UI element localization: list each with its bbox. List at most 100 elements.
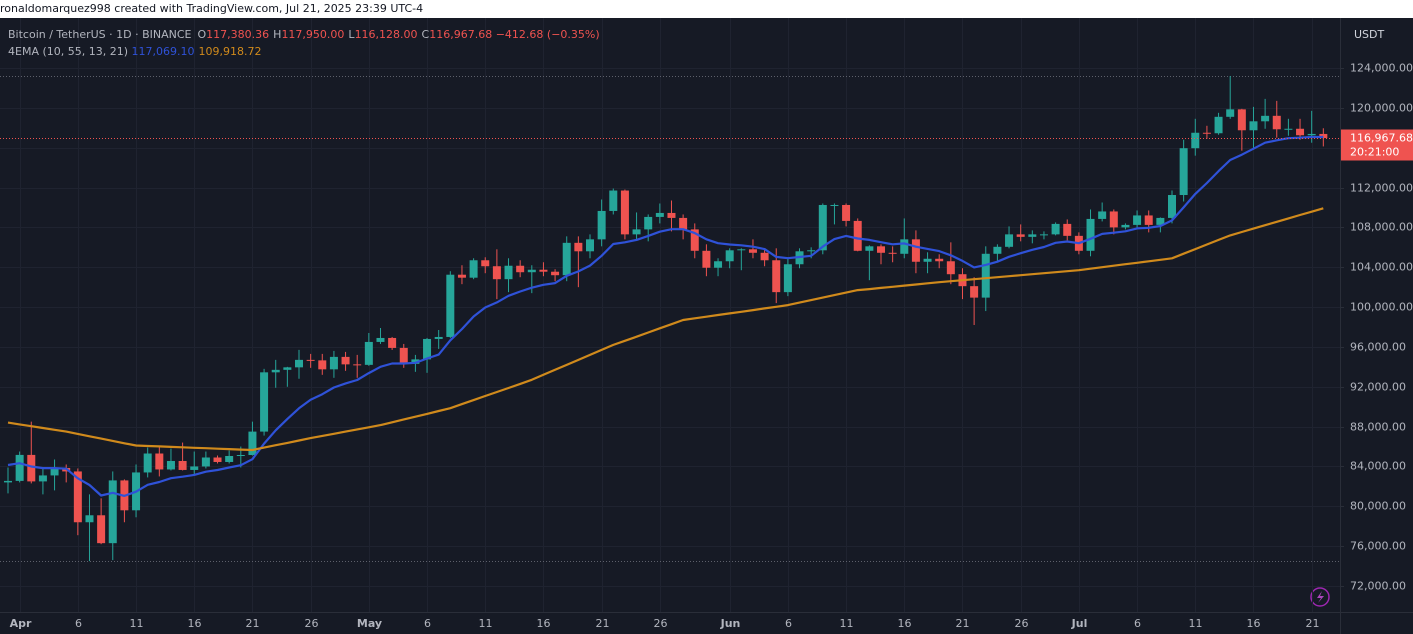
candle-body [516, 265, 525, 273]
candle-body [353, 364, 362, 366]
candle-body [1051, 223, 1060, 235]
candle-body [853, 220, 862, 251]
ohlc-key: L [348, 28, 355, 41]
y-tick-label: 108,000.00 [1350, 221, 1413, 234]
x-tick-label: 21 [246, 617, 260, 630]
candle-body [341, 356, 350, 365]
candle-body [388, 337, 397, 348]
candle-body [551, 271, 560, 276]
candle-body [376, 337, 385, 342]
y-tick-label: 84,000.00 [1350, 460, 1406, 473]
x-tick-label: Jul [1071, 617, 1088, 630]
candle-body [900, 239, 909, 254]
candle-body [492, 266, 501, 280]
candle-body [1098, 211, 1107, 219]
candle-body [574, 242, 583, 252]
candle-body [481, 260, 490, 267]
currency-label[interactable]: USDT [1354, 28, 1385, 41]
candle-body [73, 471, 82, 523]
x-tick-label: 21 [956, 617, 970, 630]
candle-body [667, 212, 676, 218]
candle-body [4, 480, 12, 483]
candle-body [1249, 121, 1258, 131]
last-price-label: 116,967.68 [1350, 132, 1413, 145]
attribution-bar: ronaldomarquez998 created with TradingVi… [0, 0, 1413, 18]
x-tick-label: 11 [130, 617, 144, 630]
change: −412.68 (−0.35%) [495, 28, 600, 41]
candle-body [818, 204, 827, 251]
x-tick-label: 6 [75, 617, 82, 630]
currency-box[interactable] [1345, 24, 1385, 46]
candle-body [1039, 234, 1048, 236]
ohlc-value: 116,128.00 [354, 28, 418, 41]
candle-body [527, 269, 536, 273]
legend: Bitcoin / TetherUS · 1D · BINANCE O117,38… [8, 26, 600, 60]
ohlc: O117,380.36 H117,950.00 L116,128.00 C116,96… [192, 28, 493, 41]
candle-body [1319, 133, 1328, 139]
candle-body [737, 249, 746, 251]
y-tick-label: 120,000.00 [1350, 102, 1413, 115]
candle-body [783, 264, 792, 293]
candle-body [143, 453, 152, 473]
ohlc-key: O [197, 28, 207, 41]
candle-body [1272, 115, 1281, 130]
candle-body [190, 466, 199, 470]
candle-body [1063, 223, 1072, 236]
candle-body [586, 239, 594, 252]
ohlc-key: H [273, 28, 282, 41]
candle-body [923, 258, 932, 262]
icon-circle[interactable] [1310, 587, 1330, 607]
candle-body [1168, 195, 1176, 218]
x-tick-label: 26 [305, 617, 319, 630]
attribution: ronaldomarquez998 created with TradingVi… [0, 2, 424, 15]
x-tick-label: Apr [10, 617, 32, 630]
x-tick-label: 16 [898, 617, 912, 630]
candle-body [620, 190, 629, 235]
x-tick-label: 16 [188, 617, 202, 630]
indicator-values: 117,069.10 109,918.72 [132, 45, 266, 58]
candle-body [283, 367, 292, 370]
y-tick-label: 92,000.00 [1350, 381, 1406, 394]
candle-body [679, 217, 688, 230]
ema-line [7, 135, 1324, 497]
y-tick-label: 80,000.00 [1350, 500, 1406, 513]
candle-body [306, 359, 315, 361]
candle-body [748, 249, 757, 253]
ema-line [7, 207, 1324, 452]
candle-body [423, 338, 432, 360]
grid [0, 18, 1340, 612]
candle-body [760, 252, 769, 261]
candle-body [1307, 133, 1316, 136]
indicator-label[interactable]: 4EMA (10, 55, 13, 21) [8, 45, 129, 58]
candle-body [1144, 215, 1153, 225]
candle-body [993, 246, 1002, 254]
candle-body [1016, 234, 1025, 237]
candle-body [1237, 109, 1246, 131]
candle-body [1191, 132, 1200, 149]
candle-body [539, 269, 548, 272]
candle-body [1226, 109, 1235, 117]
x-tick-label: 16 [1247, 617, 1261, 630]
candle-body [1133, 215, 1142, 225]
candle-body [178, 460, 187, 470]
symbol-row: Bitcoin / TetherUS · 1D · BINANCE O117,38… [8, 26, 600, 43]
indicator-value: 109,918.72 [198, 45, 262, 58]
candle-body [865, 246, 874, 251]
ohlc-value: 117,950.00 [281, 28, 345, 41]
candle-body [877, 246, 885, 253]
candle-body [260, 372, 269, 432]
last-price-box [1341, 129, 1413, 161]
candle-body [38, 475, 47, 482]
candle-body [655, 212, 664, 217]
bolt-icon[interactable] [1310, 587, 1330, 607]
candle-body [1109, 211, 1118, 228]
candle-body [911, 239, 920, 262]
candle-body [609, 190, 618, 211]
symbol[interactable]: Bitcoin / TetherUS · 1D · BINANCE [8, 28, 192, 41]
icon-bolt[interactable] [1317, 591, 1324, 603]
candle-body [295, 359, 303, 368]
candle-body [1028, 234, 1037, 237]
candle-body [807, 250, 816, 252]
